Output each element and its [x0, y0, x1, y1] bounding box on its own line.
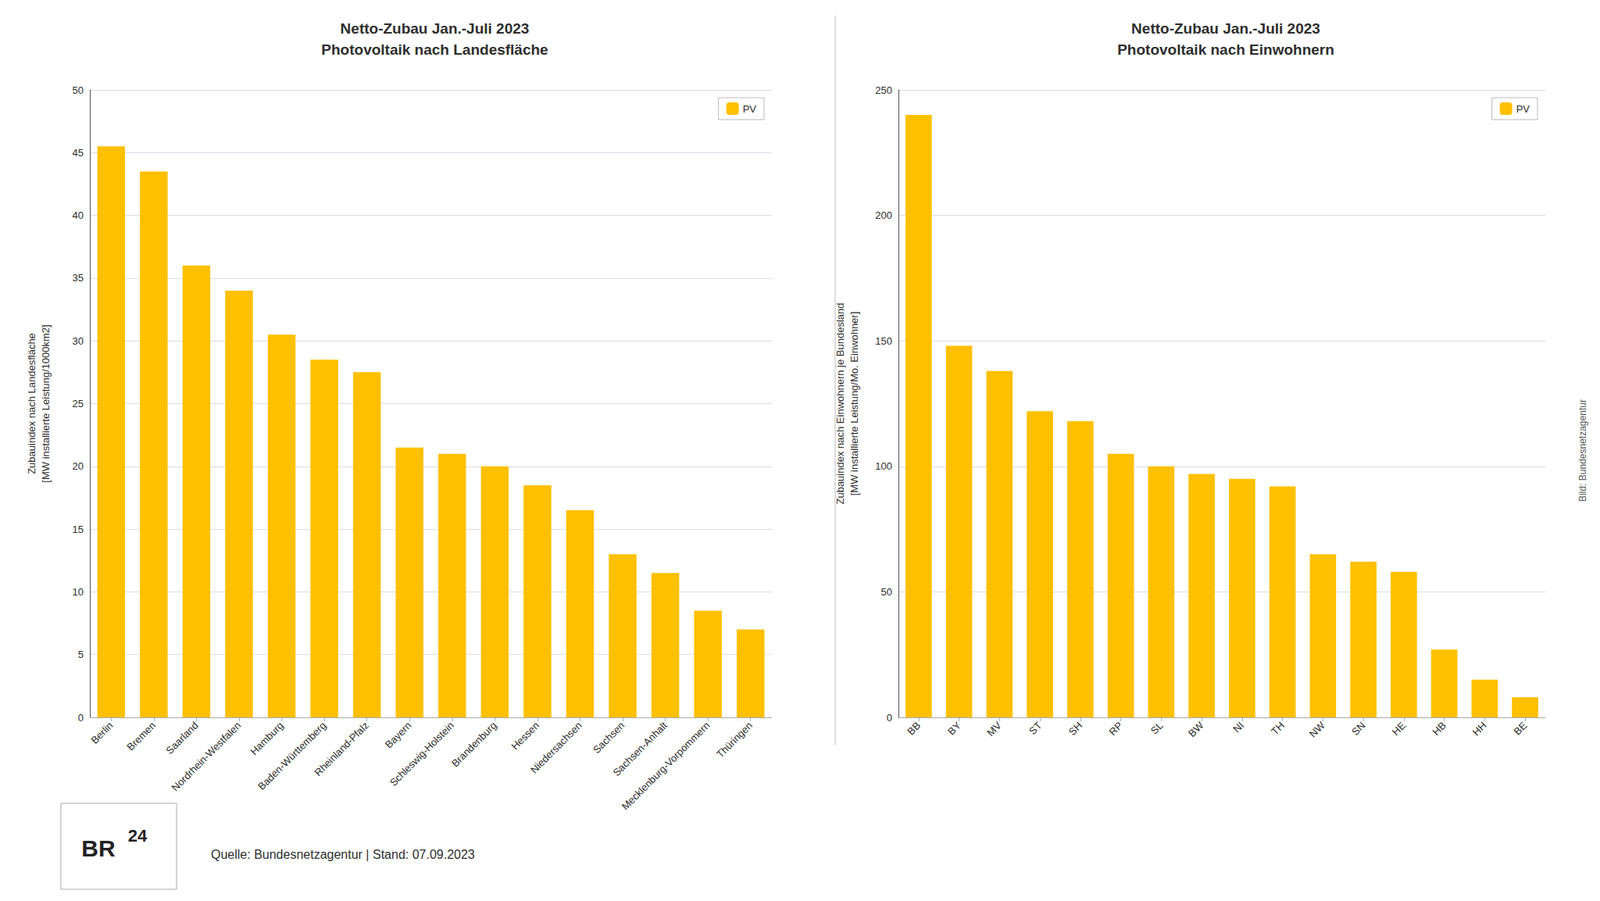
svg-text:15: 15	[72, 523, 84, 536]
svg-text:250: 250	[875, 84, 893, 97]
svg-text:BY: BY	[945, 718, 964, 737]
svg-text:Bremen: Bremen	[124, 719, 158, 754]
svg-text:Quelle: Bundesnetzagentur | St: Quelle: Bundesnetzagentur | Stand: 07.09…	[210, 847, 475, 861]
svg-text:30: 30	[72, 335, 84, 347]
svg-text:45: 45	[72, 146, 84, 159]
svg-text:Bayern: Bayern	[382, 719, 415, 751]
svg-text:5: 5	[78, 648, 84, 661]
svg-text:Hessen: Hessen	[508, 719, 542, 753]
svg-text:SL: SL	[1148, 719, 1166, 737]
svg-text:BE: BE	[1511, 718, 1530, 737]
svg-text:NI: NI	[1230, 719, 1247, 736]
svg-text:25: 25	[72, 397, 84, 410]
svg-text:0: 0	[886, 711, 893, 724]
svg-text:Netto-Zubau Jan.-Juli 2023: Netto-Zubau Jan.-Juli 2023	[1131, 20, 1321, 37]
svg-text:100: 100	[875, 460, 893, 472]
svg-text:Zubauindex nach Einwohnern je: Zubauindex nach Einwohnern je Bundesland	[834, 302, 847, 504]
svg-text:Berlin: Berlin	[88, 719, 115, 747]
svg-text:TH: TH	[1268, 719, 1287, 738]
svg-text:Baden-Württemberg: Baden-Württemberg	[255, 719, 329, 793]
svg-text:20: 20	[72, 460, 84, 472]
svg-text:PV: PV	[1516, 103, 1531, 115]
svg-text:Sachsen-Anhalt: Sachsen-Anhalt	[610, 719, 670, 779]
svg-text:Rheinland-Pfalz: Rheinland-Pfalz	[312, 719, 372, 779]
svg-text:Photovoltaik nach Landesfläche: Photovoltaik nach Landesfläche	[321, 41, 548, 58]
svg-text:50: 50	[881, 585, 893, 598]
svg-text:BB: BB	[904, 719, 923, 738]
svg-text:Schleswig-Holstein: Schleswig-Holstein	[387, 719, 457, 789]
svg-text:[MW installierte Leistung/Mo.: [MW installierte Leistung/Mo. Einwohner]	[848, 311, 861, 497]
svg-text:Netto-Zubau Jan.-Juli 2023: Netto-Zubau Jan.-Juli 2023	[340, 20, 530, 37]
svg-text:HE: HE	[1389, 718, 1409, 738]
svg-text:NW: NW	[1307, 718, 1328, 740]
svg-text:Zubauindex nach Landesfläche: Zubauindex nach Landesfläche	[25, 332, 38, 475]
svg-text:Niedersachsen: Niedersachsen	[528, 719, 585, 776]
svg-text:50: 50	[72, 84, 84, 97]
svg-text:200: 200	[875, 209, 893, 222]
svg-text:Sachsen: Sachsen	[590, 719, 627, 756]
svg-text:SH: SH	[1066, 719, 1085, 738]
svg-text:Bild: Bundesnetzagentur: Bild: Bundesnetzagentur	[1577, 399, 1589, 502]
svg-text:HH: HH	[1470, 719, 1490, 739]
svg-text:Brandenburg: Brandenburg	[449, 719, 500, 770]
svg-text:ST: ST	[1026, 719, 1044, 737]
svg-text:40: 40	[72, 209, 84, 222]
svg-text:HB: HB	[1430, 719, 1449, 738]
svg-text:SN: SN	[1349, 719, 1368, 738]
svg-text:Photovoltaik nach Einwohnern: Photovoltaik nach Einwohnern	[1117, 41, 1335, 58]
svg-text:Saarland: Saarland	[163, 719, 200, 757]
svg-text:MV: MV	[984, 718, 1004, 739]
svg-text:Thüringen: Thüringen	[714, 719, 755, 761]
svg-text:BW: BW	[1185, 718, 1207, 740]
svg-text:BR: BR	[81, 835, 116, 861]
svg-text:RP: RP	[1107, 719, 1125, 738]
svg-text:150: 150	[875, 335, 893, 347]
svg-text:Nordrhein-Westfalen: Nordrhein-Westfalen	[169, 719, 244, 794]
svg-text:PV: PV	[742, 103, 758, 115]
svg-text:Hamburg: Hamburg	[247, 719, 286, 758]
svg-text:[MW installierte Leistung/1000: [MW installierte Leistung/1000km2]	[39, 324, 52, 483]
svg-text:10: 10	[72, 585, 84, 598]
svg-text:24: 24	[128, 825, 148, 846]
svg-text:0: 0	[78, 711, 84, 724]
svg-text:35: 35	[72, 271, 84, 284]
svg-text:Mecklenburg-Vorpommern: Mecklenburg-Vorpommern	[619, 719, 713, 813]
